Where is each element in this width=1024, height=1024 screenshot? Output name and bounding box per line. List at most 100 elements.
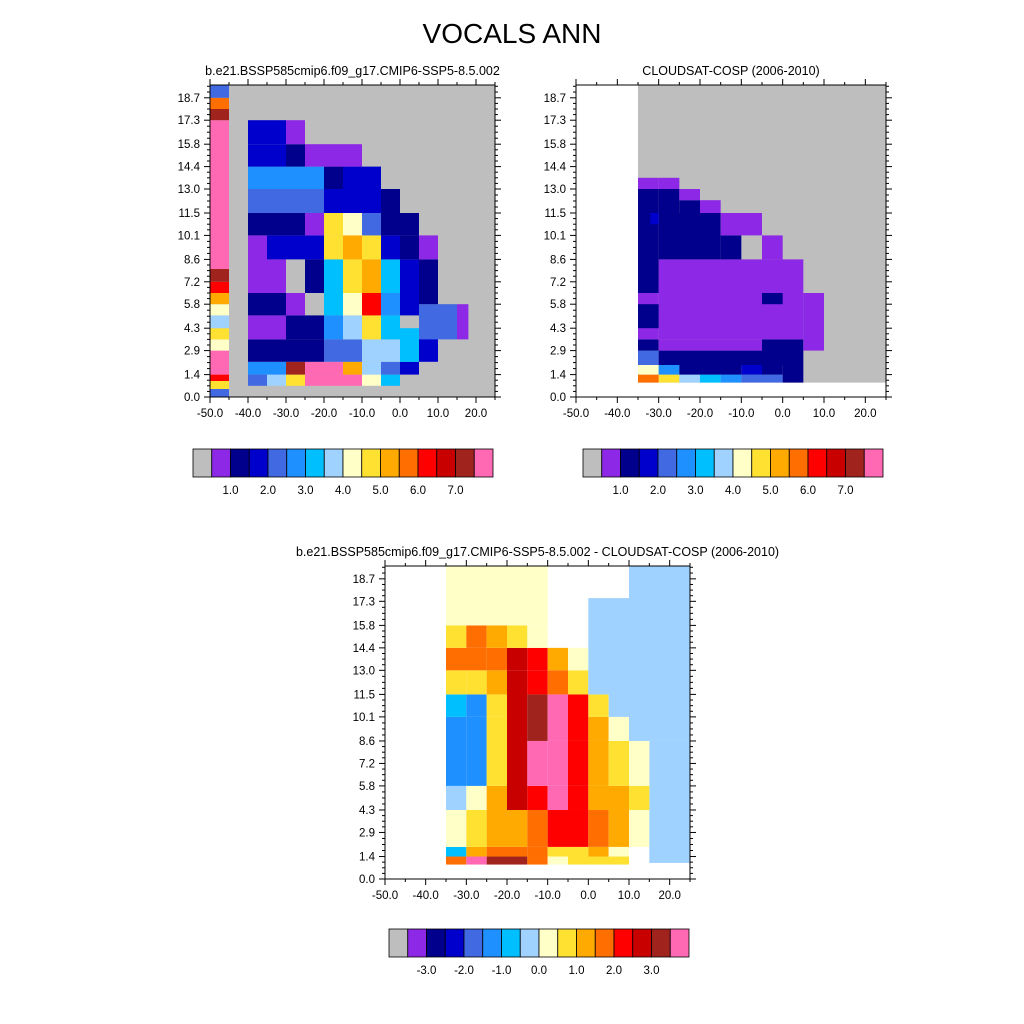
heatmap-cell — [267, 235, 324, 260]
heatmap-cell — [679, 374, 700, 383]
colorbar: -3.0 -2.0 -1.0 0.0 1.0 2.0 3.0 — [388, 928, 690, 977]
heatmap-cell — [679, 365, 742, 375]
colorbar-label: 2.0 — [606, 965, 622, 977]
heatmap-cell — [210, 281, 229, 293]
heatmap-cell — [362, 361, 381, 375]
y-tick-label: 5.8 — [184, 299, 200, 311]
y-tick-label: 2.9 — [359, 827, 375, 839]
heatmap-cell — [527, 856, 548, 865]
colorbar-label: 6.0 — [410, 485, 426, 497]
x-tick-label: -30.0 — [453, 890, 479, 902]
x-tick-label: 10.0 — [813, 408, 835, 420]
colorbar-label: 1.0 — [613, 485, 629, 497]
heatmap-cell — [547, 856, 568, 865]
heatmap-cell — [381, 315, 400, 340]
heatmap-cell — [343, 361, 362, 375]
y-tick-label: 14.4 — [178, 162, 201, 174]
colorbar-swatch — [557, 928, 577, 958]
heatmap-cell — [324, 361, 343, 375]
heatmap-cell — [588, 598, 629, 695]
colorbar-swatch — [501, 928, 521, 958]
colorbar-label: 3.0 — [688, 485, 704, 497]
y-tick-label: 0.0 — [550, 392, 566, 404]
heatmap-cell — [547, 785, 568, 810]
heatmap-cell — [527, 694, 548, 741]
x-tick-label: -10.0 — [349, 408, 375, 420]
heatmap-cell — [762, 235, 783, 260]
heatmap-cell — [568, 856, 629, 865]
heatmap-cell — [762, 339, 804, 365]
x-tick-label: -40.0 — [604, 408, 630, 420]
y-tick-label: 15.8 — [178, 139, 200, 151]
colorbar-swatch — [601, 448, 621, 478]
heatmap-cell — [343, 213, 362, 236]
heatmap-cell — [720, 235, 742, 260]
y-tick-label: 11.5 — [178, 208, 200, 220]
heatmap-cell — [486, 856, 528, 865]
colorbar-swatch — [638, 448, 659, 478]
heatmap-cell — [679, 189, 700, 201]
colorbar: 1.0 2.0 3.0 4.0 5.0 6.0 7.0 — [582, 448, 884, 497]
heatmap-cell — [457, 304, 469, 340]
heatmap-cell — [446, 716, 467, 786]
y-tick-label: 5.8 — [359, 781, 375, 793]
x-tick-label: 0.0 — [580, 890, 596, 902]
heatmap-cell — [629, 740, 650, 786]
colorbar-swatch — [248, 448, 269, 478]
y-tick-label: 1.4 — [184, 370, 201, 382]
colorbar-label: 0.0 — [531, 965, 547, 977]
main-title: VOCALS ANN — [422, 18, 602, 49]
heatmap-cell — [343, 315, 362, 340]
heatmap-cell — [343, 293, 362, 316]
heatmap-cell — [248, 235, 267, 293]
x-tick-label: -20.0 — [687, 408, 713, 420]
heatmap-cell — [507, 566, 548, 626]
colorbar-swatch — [398, 448, 419, 478]
colorbar-swatch — [305, 448, 325, 478]
heatmap-cell — [419, 235, 438, 260]
colorbar-label: 4.0 — [335, 485, 351, 497]
heatmap-cell — [446, 856, 467, 865]
colorbar-swatch — [807, 448, 828, 478]
heatmap-cell — [446, 625, 467, 648]
heatmap-cell — [547, 809, 568, 847]
colorbar-label: 3.0 — [298, 485, 314, 497]
heatmap-cell — [466, 846, 487, 857]
heatmap-cell — [419, 304, 457, 340]
x-tick-label: -40.0 — [235, 408, 261, 420]
heatmap-cell — [466, 716, 487, 786]
heatmap-cell — [210, 109, 229, 121]
heatmap-cell — [466, 785, 487, 810]
heatmap-cell — [324, 144, 362, 167]
heatmap-cell — [324, 166, 343, 189]
heatmap-cell — [267, 259, 286, 293]
y-tick-label: 4.3 — [359, 805, 375, 817]
heatmap-cell — [400, 328, 419, 362]
colorbar-swatch — [192, 448, 213, 478]
heatmap-cell — [305, 213, 324, 236]
heatmap-cell — [286, 293, 305, 316]
heatmap-cell — [486, 809, 528, 847]
heatmap-cell — [362, 315, 381, 340]
heatmap-cell — [486, 625, 507, 648]
heatmap-cell — [267, 374, 286, 386]
heatmap-cell — [568, 785, 589, 810]
heatmap-cell — [466, 856, 487, 865]
heatmap-cell — [658, 374, 680, 383]
heatmap-cell — [210, 328, 229, 340]
heatmap-cell — [286, 144, 305, 167]
heatmap-cell — [486, 846, 528, 857]
x-tick-label: 10.0 — [427, 408, 449, 420]
y-tick-label: 14.4 — [544, 162, 567, 174]
heatmap-cell — [248, 315, 286, 340]
heatmap-cell — [324, 189, 381, 213]
y-tick-label: 7.2 — [184, 277, 200, 289]
heatmap-cell — [466, 625, 487, 648]
colorbar-label: 5.0 — [373, 485, 389, 497]
heatmap-cell — [782, 365, 804, 383]
heatmap-cell — [381, 374, 400, 386]
heatmap-cell — [248, 189, 324, 213]
x-tick-label: 0.0 — [392, 408, 408, 420]
y-tick-label: 8.6 — [359, 736, 375, 748]
colorbar-swatch — [613, 928, 634, 958]
